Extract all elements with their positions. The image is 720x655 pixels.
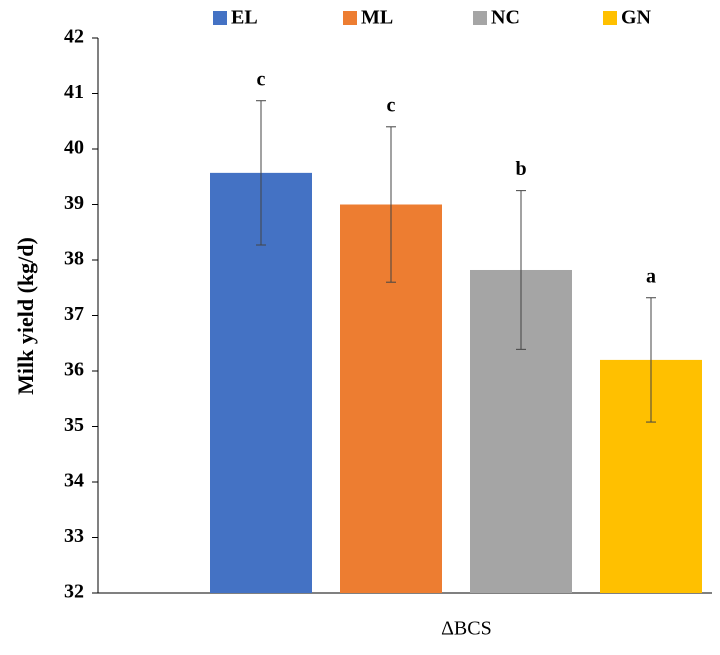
legend-label: NC <box>491 7 520 29</box>
legend-label: ML <box>361 7 393 29</box>
y-tick-label: 41 <box>64 81 84 103</box>
legend-label: EL <box>231 7 258 29</box>
x-tick-label: ΔBCS <box>441 618 492 640</box>
legend-swatch <box>213 11 227 25</box>
annotation: c <box>387 94 396 116</box>
y-tick-label: 42 <box>64 26 84 48</box>
y-tick-label: 34 <box>64 470 84 492</box>
annotation: a <box>646 265 656 287</box>
y-tick-label: 37 <box>64 303 84 325</box>
legend-swatch <box>473 11 487 25</box>
legend-swatch <box>603 11 617 25</box>
annotation: b <box>515 158 526 180</box>
annotation: c <box>257 68 266 90</box>
legend-label: GN <box>621 7 652 29</box>
y-tick-label: 32 <box>64 581 84 603</box>
y-tick-label: 36 <box>64 359 84 381</box>
y-tick-label: 35 <box>64 414 84 436</box>
y-axis-label: Milk yield (kg/d) <box>13 237 38 395</box>
y-tick-label: 38 <box>64 248 84 270</box>
y-tick-label: 33 <box>64 525 84 547</box>
y-tick-label: 39 <box>64 192 84 214</box>
legend-swatch <box>343 11 357 25</box>
y-tick-label: 40 <box>64 137 84 159</box>
